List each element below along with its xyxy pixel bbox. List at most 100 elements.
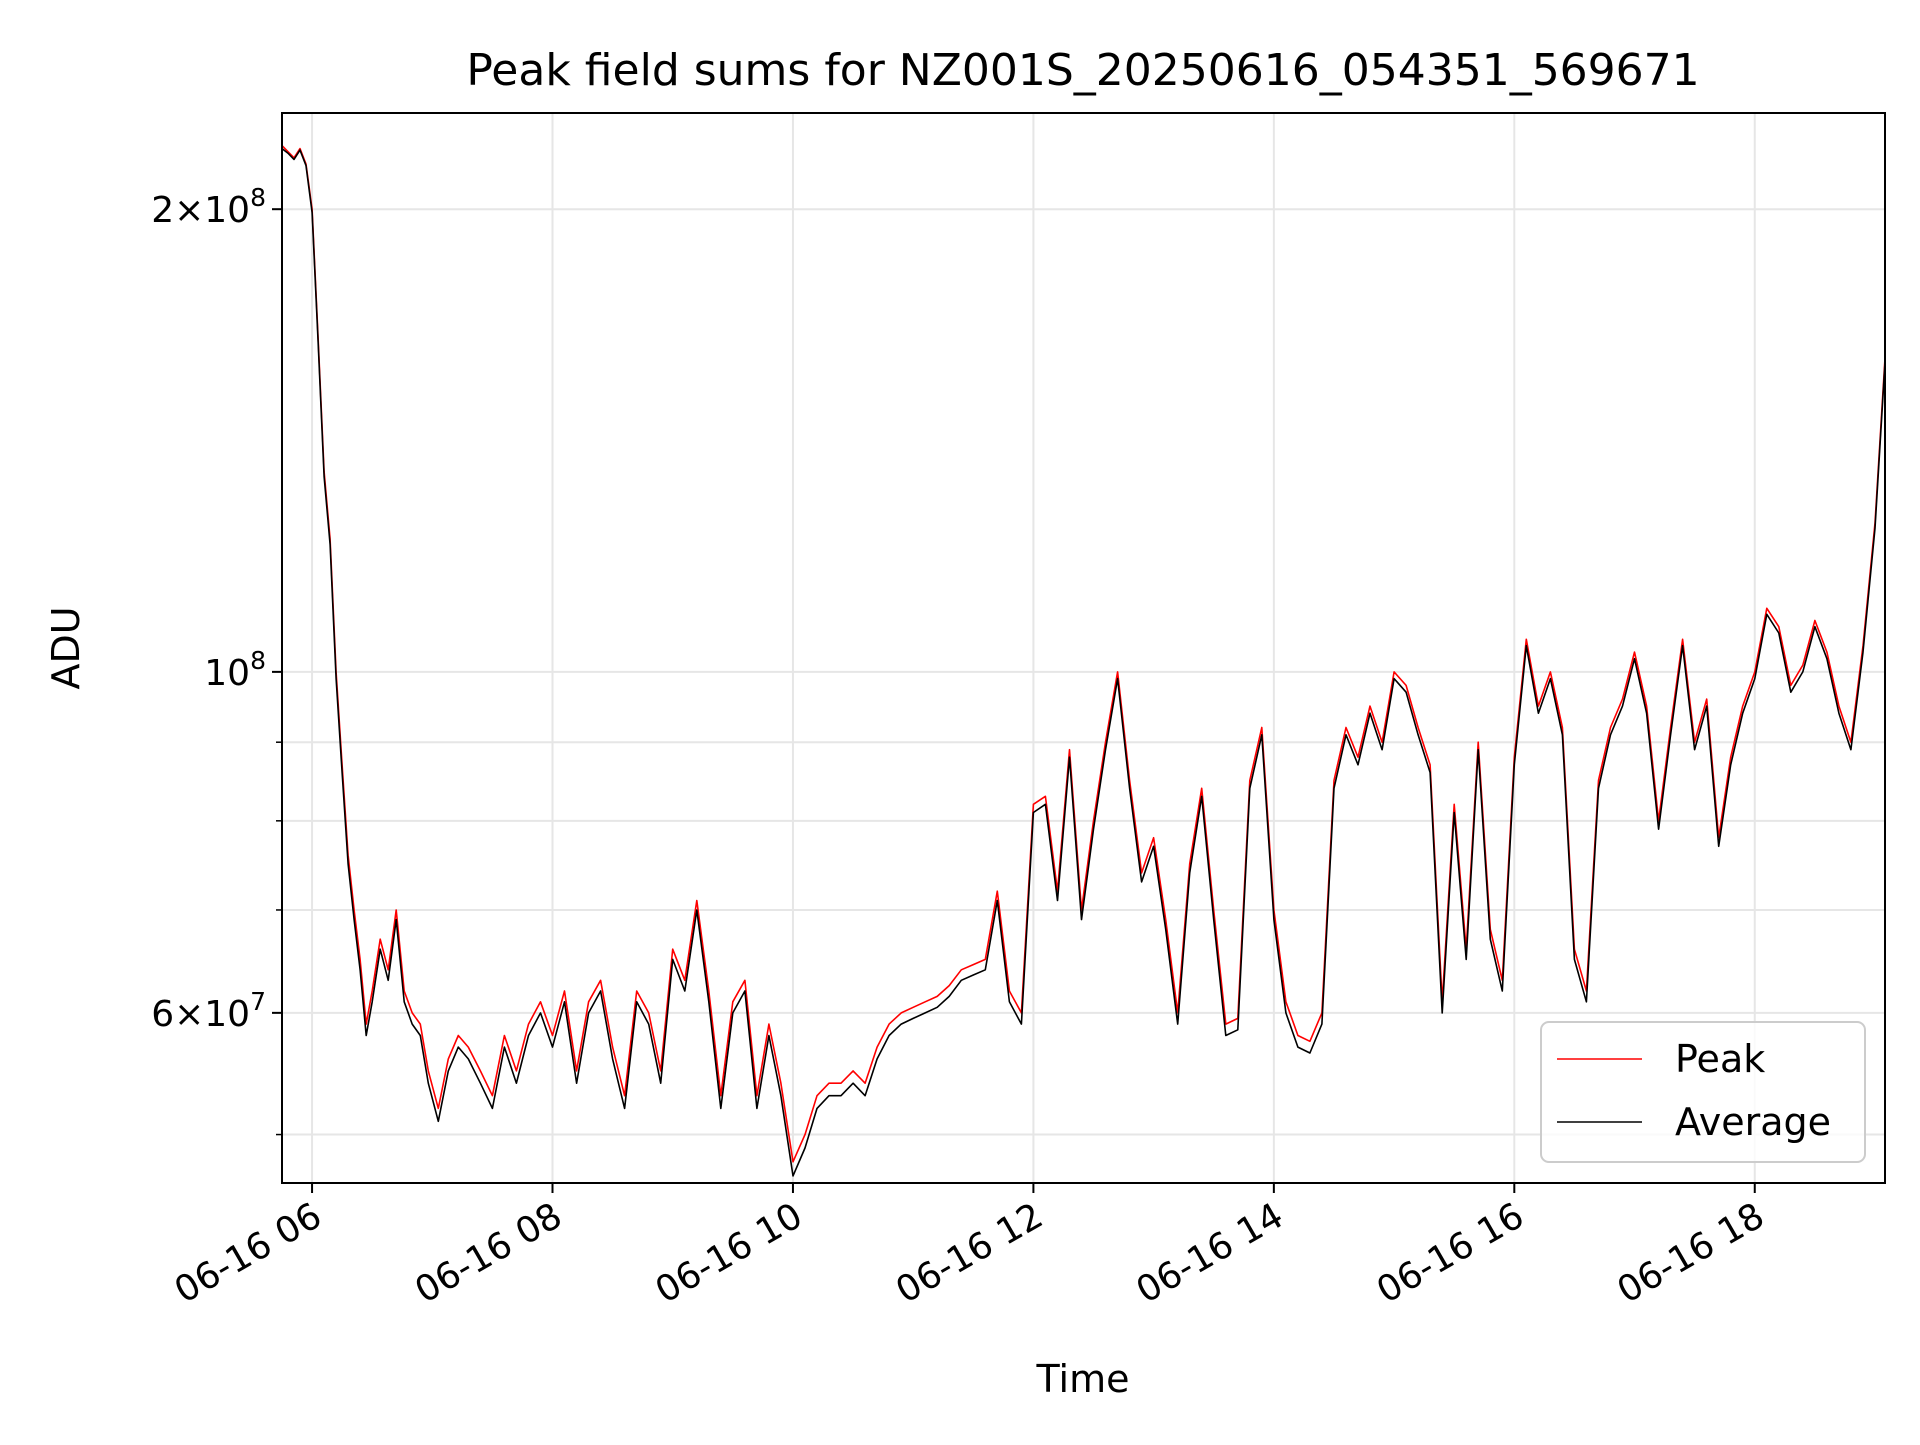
data-point-average bbox=[1333, 788, 1335, 790]
data-point-peak bbox=[948, 985, 950, 987]
data-point-average bbox=[720, 1108, 722, 1110]
data-point-peak bbox=[888, 1023, 890, 1025]
data-point-peak bbox=[744, 980, 746, 982]
data-point-peak bbox=[438, 1108, 440, 1110]
data-point-average bbox=[1153, 846, 1155, 848]
data-point-peak bbox=[1562, 727, 1564, 729]
data-point-average bbox=[293, 159, 295, 161]
data-point-average bbox=[648, 1023, 650, 1025]
data-point-peak bbox=[480, 1070, 482, 1072]
data-point-peak bbox=[1706, 698, 1708, 700]
data-point-peak bbox=[428, 1070, 430, 1072]
data-point-average bbox=[924, 1012, 926, 1014]
data-point-average bbox=[1273, 919, 1275, 921]
data-point-average bbox=[428, 1082, 430, 1084]
series-line-average bbox=[282, 147, 1885, 1177]
data-point-peak bbox=[1393, 671, 1395, 673]
data-point-peak bbox=[876, 1046, 878, 1048]
data-point-average bbox=[852, 1082, 854, 1084]
data-point-average bbox=[1826, 658, 1828, 660]
data-point-peak bbox=[612, 1046, 614, 1048]
y-tick-exponent: 7 bbox=[250, 987, 266, 1016]
data-point-peak bbox=[1742, 705, 1744, 707]
data-point-peak bbox=[468, 1046, 470, 1048]
data-point-average bbox=[588, 1012, 590, 1014]
data-point-average bbox=[840, 1095, 842, 1097]
data-point-average bbox=[1297, 1046, 1299, 1048]
data-point-average bbox=[353, 919, 355, 921]
data-point-peak bbox=[379, 938, 381, 940]
data-point-average bbox=[912, 1018, 914, 1020]
legend-box bbox=[1540, 1021, 1866, 1163]
data-point-peak bbox=[492, 1095, 494, 1097]
data-point-peak bbox=[1357, 756, 1359, 758]
data-point-average bbox=[540, 1012, 542, 1014]
y-tick-base: 2 bbox=[151, 190, 174, 231]
data-point-average bbox=[1766, 614, 1768, 616]
data-point-average bbox=[528, 1035, 530, 1037]
data-point-peak bbox=[648, 1012, 650, 1014]
data-point-peak bbox=[1453, 804, 1455, 806]
data-point-average bbox=[1033, 812, 1035, 814]
data-point-average bbox=[299, 149, 301, 151]
data-point-average bbox=[379, 948, 381, 950]
data-point-peak bbox=[973, 964, 975, 966]
data-point-average bbox=[1754, 678, 1756, 680]
data-point-average bbox=[768, 1035, 770, 1037]
data-point-average bbox=[347, 863, 349, 865]
data-point-average bbox=[1441, 1012, 1443, 1014]
data-point-peak bbox=[420, 1023, 422, 1025]
data-point-peak bbox=[900, 1012, 902, 1014]
data-point-average bbox=[732, 1012, 734, 1014]
data-point-average bbox=[564, 1001, 566, 1003]
data-point-peak bbox=[624, 1095, 626, 1097]
data-point-average bbox=[371, 1001, 373, 1003]
data-point-average bbox=[1321, 1023, 1323, 1025]
data-point-peak bbox=[961, 969, 963, 971]
data-point-average bbox=[1393, 678, 1395, 680]
plot-frame bbox=[281, 112, 1886, 1184]
data-point-peak bbox=[588, 1001, 590, 1003]
data-point-peak bbox=[1201, 788, 1203, 790]
data-point-average bbox=[612, 1058, 614, 1060]
data-point-average bbox=[828, 1095, 830, 1097]
data-point-average bbox=[961, 980, 963, 982]
data-point-peak bbox=[1045, 796, 1047, 798]
data-point-peak bbox=[792, 1161, 794, 1163]
data-point-average bbox=[1213, 919, 1215, 921]
data-point-average bbox=[492, 1108, 494, 1110]
data-point-average bbox=[973, 974, 975, 976]
data-point-average bbox=[1465, 959, 1467, 961]
data-point-peak bbox=[1405, 685, 1407, 687]
y-tick-base: 6 bbox=[151, 994, 174, 1035]
data-point-average bbox=[1622, 705, 1624, 707]
data-point-peak bbox=[1838, 705, 1840, 707]
data-point-peak bbox=[1826, 651, 1828, 653]
data-point-average bbox=[365, 1035, 367, 1037]
data-point-average bbox=[552, 1046, 554, 1048]
data-point-average bbox=[1862, 651, 1864, 653]
data-point-average bbox=[696, 909, 698, 911]
data-point-average bbox=[1453, 812, 1455, 814]
data-point-average bbox=[516, 1082, 518, 1084]
y-tick-label: 2×108 bbox=[151, 183, 266, 231]
data-point-peak bbox=[395, 909, 397, 911]
data-point-average bbox=[468, 1058, 470, 1060]
legend-label-average: Average bbox=[1675, 1100, 1831, 1144]
data-point-peak bbox=[1550, 671, 1552, 673]
data-point-peak bbox=[600, 980, 602, 982]
data-point-peak bbox=[768, 1023, 770, 1025]
data-point-peak bbox=[780, 1082, 782, 1084]
data-point-average bbox=[1598, 788, 1600, 790]
data-point-peak bbox=[828, 1082, 830, 1084]
data-point-average bbox=[1778, 632, 1780, 634]
data-point-peak bbox=[516, 1070, 518, 1072]
data-point-peak bbox=[804, 1134, 806, 1136]
data-point-peak bbox=[1778, 626, 1780, 628]
data-point-average bbox=[1093, 828, 1095, 830]
data-point-average bbox=[1189, 872, 1191, 874]
data-point-peak bbox=[1598, 780, 1600, 782]
data-point-average bbox=[1021, 1023, 1023, 1025]
data-point-average bbox=[359, 969, 361, 971]
